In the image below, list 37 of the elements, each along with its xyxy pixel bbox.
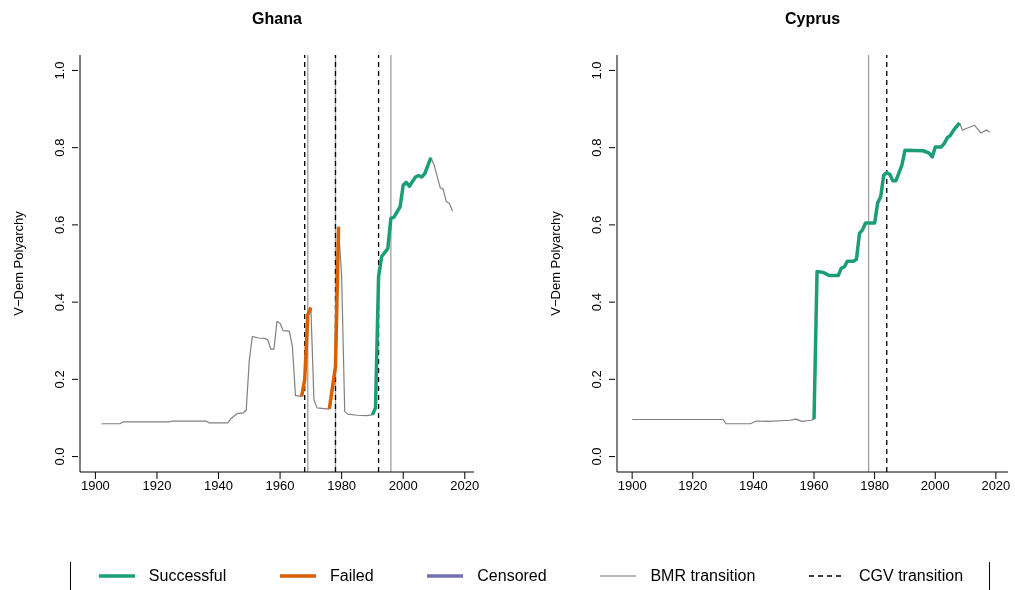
y-tick-label: 0.4	[589, 293, 604, 312]
x-tick-label: 2000	[920, 478, 950, 494]
y-tick-label: 0.6	[589, 215, 604, 234]
y-axis-title: V−Dem Polyarchy	[10, 210, 26, 316]
y-tick-label: 1.0	[52, 61, 67, 80]
x-tick-label: 1900	[617, 478, 647, 494]
line-series	[370, 155, 433, 417]
y-tick-label: 0.2	[589, 370, 604, 389]
legend-label: Censored	[477, 567, 547, 585]
y-tick-label: 0.8	[589, 138, 604, 157]
y-tick-label: 0.8	[52, 138, 67, 157]
chart-title: Cyprus	[783, 10, 842, 28]
y-axis-title: V−Dem Polyarchy	[547, 210, 563, 316]
x-tick-label: 1920	[142, 478, 172, 494]
x-tick-label: 1980	[327, 478, 357, 494]
y-tick-label: 0.0	[589, 447, 604, 466]
x-tick-label: 1960	[799, 478, 829, 494]
x-tick-label: 1960	[265, 478, 295, 494]
legend-label: CGV transition	[859, 567, 964, 585]
chart-title: Ghana	[251, 10, 303, 28]
legend-label: BMR transition	[650, 567, 756, 585]
x-tick-label: 2000	[388, 478, 418, 494]
y-tick-label: 0.6	[52, 215, 67, 234]
y-tick-label: 1.0	[589, 61, 604, 80]
line-series	[812, 121, 962, 421]
y-tick-label: 0.0	[52, 447, 67, 466]
x-tick-label: 1980	[860, 478, 890, 494]
x-tick-label: 2020	[981, 478, 1011, 494]
x-tick-label: 1940	[204, 478, 233, 494]
x-tick-label: 1900	[80, 478, 110, 494]
legend-label: Failed	[329, 567, 374, 585]
y-tick-label: 0.2	[52, 370, 67, 389]
y-tick-label: 0.4	[52, 293, 67, 312]
x-tick-label: 1920	[678, 478, 708, 494]
x-tick-label: 2020	[450, 478, 480, 494]
legend-label: Successful	[148, 567, 227, 585]
x-tick-label: 1940	[738, 478, 768, 494]
